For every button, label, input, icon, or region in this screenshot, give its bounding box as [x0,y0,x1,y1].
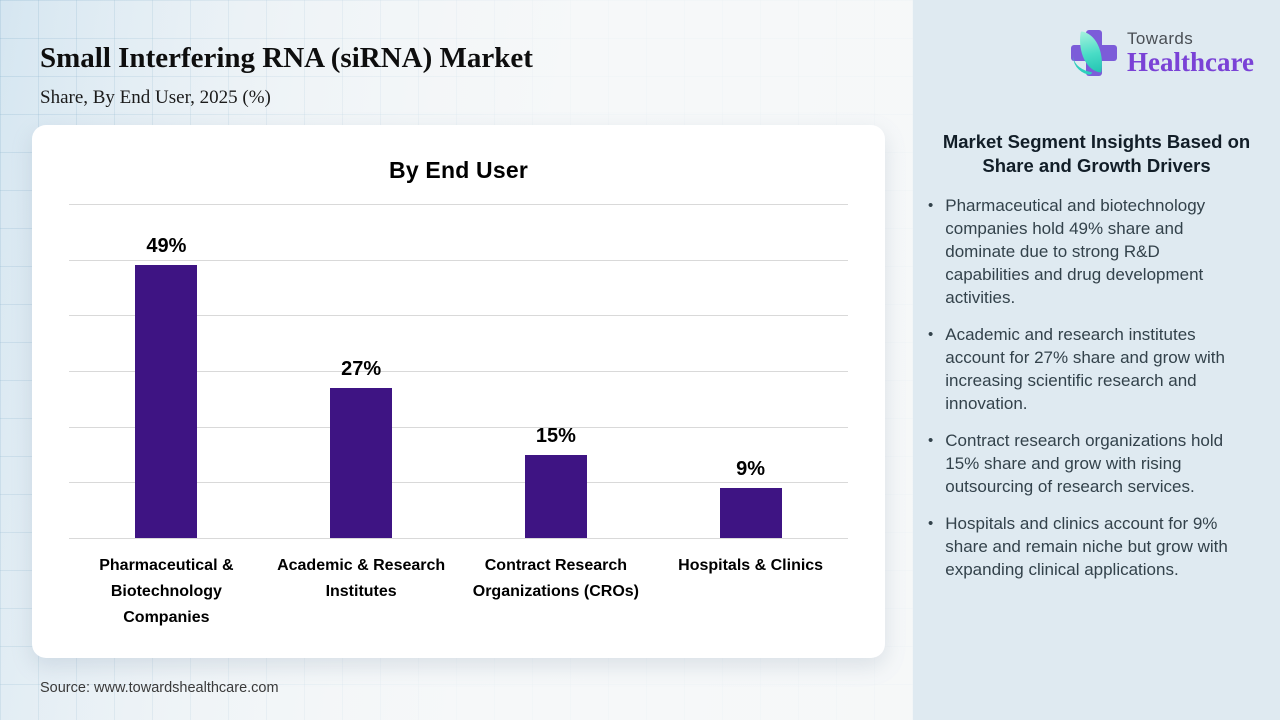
insight-item-hospitals: • Hospitals and clinics account for 9% s… [928,512,1242,581]
bar-value-label: 9% [736,457,766,480]
brand-logo: Towards Healthcare [913,24,1254,82]
insight-item-academic: • Academic and research institutes accou… [928,323,1242,415]
bar-column-0: 49% [69,204,264,538]
bar-column-1: 27% [264,204,459,538]
leaf-stem [1070,52,1096,76]
bar-value-label: 15% [535,424,576,447]
insight-item-pharma: • Pharmaceutical and biotechnology compa… [928,194,1242,309]
insight-text: Contract research organizations hold 15%… [945,431,1224,496]
gridline-20 [69,426,848,428]
bar-1 [330,387,393,538]
insights-heading: Market Segment Insights Based on Share a… [942,131,1251,176]
bullet-icon: • [928,515,934,532]
bullet-icon: • [928,326,934,343]
main-panel: Small Interfering RNA (siRNA) Market Sha… [0,0,913,720]
x-axis-label-3: Hospitals & Clinics [678,557,824,574]
x-axis-label-2: Contract Research Organizations (CROs) [472,557,639,600]
bullet-icon: • [928,432,934,449]
x-axis-label-1: Academic & Research Institutes [277,557,446,600]
insights-list: • Pharmaceutical and biotechnology compa… [928,194,1242,581]
chart-card: By End User 49% 27% 15% 9% Pharmaceutical &… [32,125,885,658]
insight-text: Pharmaceutical and biotechnology compani… [945,196,1206,307]
brand-wordmark: Towards Healthcare [1127,28,1254,77]
cross-leaf-icon [1070,29,1118,77]
gridline-30 [69,371,848,372]
source-note: Source: www.towardshealthcare.com [40,680,279,696]
x-axis-label-0: Pharmaceutical & Biotechnology Companies [99,557,234,626]
bar-value-label: 49% [146,235,187,258]
bar-column-2: 15% [459,204,654,538]
insight-text: Hospitals and clinics account for 9% sha… [945,514,1228,579]
bar-column-3: 9% [653,204,848,538]
sidebar: Towards Healthcare Market Segment Insigh… [913,0,1280,720]
brand-healthcare: Healthcare [1127,46,1254,77]
gridline-10 [69,482,848,484]
bar-chart-plot: 49% 27% 15% 9% [69,204,848,539]
bar-value-label: 27% [341,357,382,380]
gridline-0 [69,538,848,539]
page-title: Small Interfering RNA (siRNA) Market [40,42,533,74]
brand-towards: Towards [1127,28,1194,48]
page-subtitle: Share, By End User, 2025 (%) [40,87,271,108]
bar-2 [524,454,587,538]
bar-0 [135,265,198,538]
insight-text: Academic and research institutes account… [945,325,1225,413]
gridline-40 [69,315,848,317]
gridline-50 [69,259,848,261]
gridline-60 [69,204,848,205]
insight-item-cro: • Contract research organizations hold 1… [928,429,1242,498]
bullet-icon: • [928,197,934,214]
x-axis-labels: Pharmaceutical & Biotechnology Companies… [69,553,848,631]
chart-title: By End User [389,157,528,183]
bars-container: 49% 27% 15% 9% [69,204,848,538]
bar-3 [719,487,782,538]
